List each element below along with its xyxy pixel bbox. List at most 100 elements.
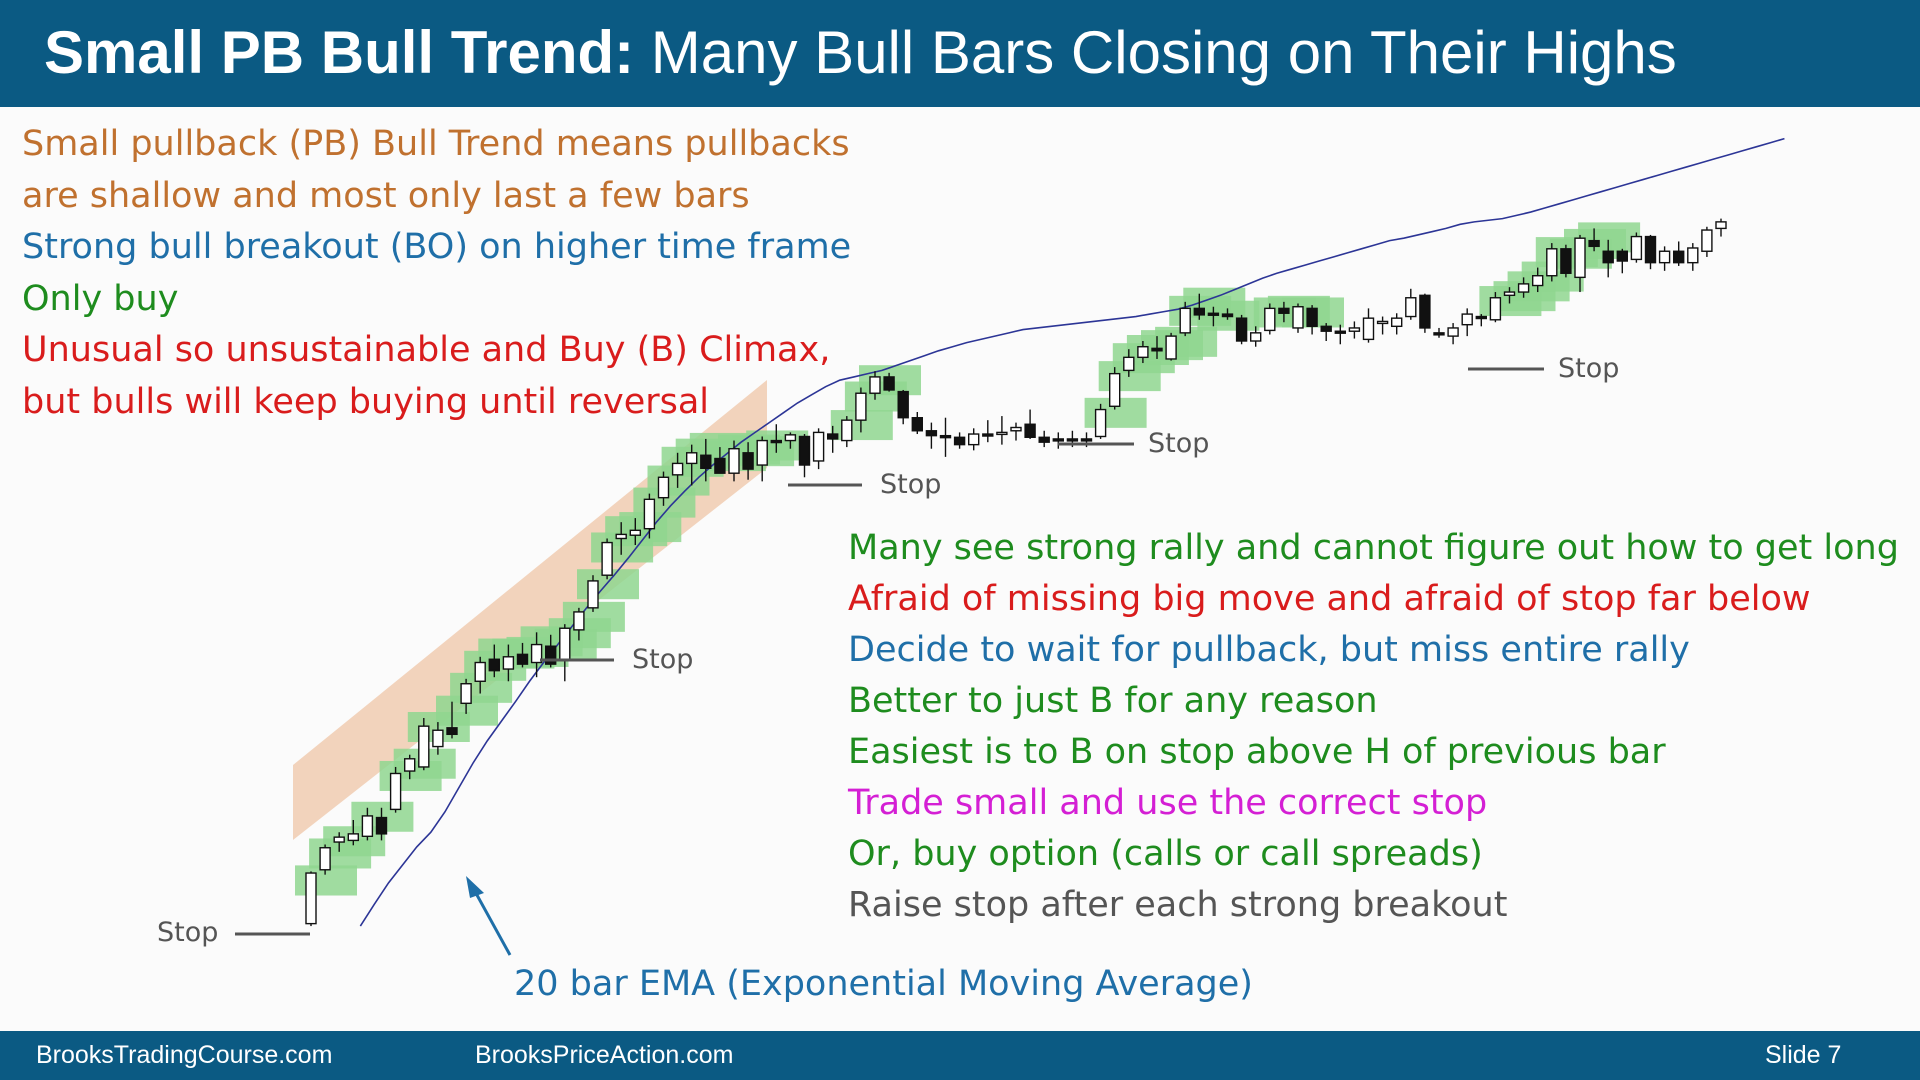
bear-candle: [1193, 307, 1206, 316]
bull-candle: [643, 498, 656, 530]
bull-candle: [1165, 335, 1177, 360]
bull-candle: [389, 772, 402, 811]
bull-candle: [1574, 237, 1586, 279]
bear-candle: [827, 433, 839, 440]
bull-candle: [573, 611, 585, 631]
bear-candle: [953, 436, 966, 446]
bull-candle: [601, 541, 613, 576]
right-note-line-3: Decide to wait for pullback, but miss en…: [848, 630, 1690, 670]
bull-candle: [1123, 356, 1135, 372]
bear-candle: [1207, 312, 1220, 316]
footer-site-2: BrooksPriceAction.com: [475, 1041, 734, 1069]
bull-candle: [1108, 372, 1121, 407]
bull-candle: [1010, 426, 1022, 432]
slide-title-bold: Small PB Bull Trend:: [44, 19, 635, 86]
left-note-line-4: Only buy: [22, 278, 179, 319]
bull-candle: [869, 376, 881, 394]
bull-candle: [1489, 297, 1502, 321]
bear-candle: [1080, 438, 1093, 442]
bear-candle: [939, 434, 952, 439]
bear-candle: [883, 376, 895, 391]
bull-candle: [657, 476, 670, 499]
bear-candle: [488, 658, 500, 672]
ema-arrowhead: [466, 876, 484, 898]
bull-candle: [968, 433, 980, 446]
left-note-line-6: but bulls will keep buying until reversa…: [22, 381, 710, 422]
bull-candle: [1094, 408, 1107, 438]
bear-candle: [982, 433, 994, 437]
bull-candle: [1249, 332, 1262, 342]
bull-candle: [686, 452, 698, 465]
bull-candle: [474, 661, 486, 682]
slide-title: Small PB Bull Trend: Many Bull Bars Clos…: [44, 18, 1677, 87]
bull-candle: [587, 580, 599, 609]
bull-candle: [460, 683, 472, 705]
bear-candle: [1334, 330, 1347, 334]
slide-title-rest: Many Bull Bars Closing on Their Highs: [634, 19, 1677, 86]
bull-candle: [1447, 327, 1459, 337]
bull-candle: [347, 833, 359, 842]
right-note-line-5: Easiest is to B on stop above H of previ…: [848, 732, 1666, 772]
bull-candle: [1503, 291, 1516, 297]
bear-candle: [1306, 307, 1318, 328]
bull-candle: [756, 439, 768, 466]
stop-label: Stop: [1148, 428, 1209, 459]
bear-candle: [1221, 313, 1234, 318]
bull-candle: [1517, 283, 1530, 293]
bull-candle: [629, 529, 641, 536]
bear-candle: [1066, 438, 1079, 442]
bull-candle: [1701, 229, 1713, 252]
bull-candle: [530, 643, 543, 664]
left-note-line-2: are shallow and most only last a few bar…: [22, 175, 750, 216]
bull-candle: [1405, 297, 1417, 318]
slide-footer: BrooksTradingCourse.com BrooksPriceActio…: [0, 1031, 1920, 1080]
bear-candle: [714, 457, 726, 474]
bull-candle: [1658, 250, 1671, 264]
bull-candle: [1179, 307, 1191, 334]
footer-slide-number: Slide 7: [1765, 1041, 1842, 1069]
right-note-line-4: Better to just B for any reason: [848, 681, 1378, 721]
bull-candle: [1461, 313, 1473, 326]
bear-candle: [1320, 325, 1332, 332]
bear-candle: [1616, 250, 1629, 262]
left-note-line-3: Strong bull breakout (BO) on higher time…: [22, 227, 852, 267]
bear-candle: [1038, 436, 1050, 443]
bull-candle: [812, 431, 825, 462]
bear-candle: [516, 653, 529, 665]
bear-candle: [1644, 235, 1657, 264]
bull-candle: [855, 392, 867, 421]
bear-candle: [925, 430, 938, 437]
bull-candle: [784, 434, 797, 442]
right-note-line-6: Trade small and use the correct stop: [848, 783, 1488, 823]
bull-candle: [1362, 317, 1375, 341]
stop-label: Stop: [1558, 353, 1619, 384]
bull-candle: [1546, 248, 1558, 277]
bear-candle: [1052, 438, 1065, 442]
right-note-line-8: Raise stop after each strong breakout: [848, 885, 1508, 925]
bull-candle: [1630, 235, 1643, 261]
bull-candle: [1531, 275, 1544, 287]
ema-label: 20 bar EMA (Exponential Moving Average): [514, 964, 1253, 1004]
bull-candle: [404, 758, 416, 772]
bear-candle: [1672, 250, 1685, 264]
stop-label: Stop: [880, 469, 941, 500]
ema-arrow: [470, 885, 512, 956]
bull-candle: [502, 656, 515, 670]
left-note-line-1: Small pullback (PB) Bull Trend means pul…: [22, 124, 850, 164]
bull-candle: [1137, 346, 1149, 359]
bull-candle: [1292, 306, 1304, 329]
bull-candle: [305, 872, 317, 925]
bear-candle: [770, 439, 782, 444]
bear-candle: [1602, 250, 1614, 264]
bear-candle: [1419, 294, 1431, 329]
bull-candle: [319, 847, 331, 871]
bull-bar-highlight: [1578, 222, 1641, 253]
right-note-line-2: Afraid of missing big move and afraid of…: [848, 579, 1811, 619]
bull-candle: [1264, 307, 1276, 332]
bear-candle: [1151, 347, 1163, 352]
bear-candle: [897, 390, 909, 419]
stop-label: Stop: [632, 644, 693, 675]
footer-site-1: BrooksTradingCourse.com: [36, 1041, 333, 1069]
bear-candle: [1278, 307, 1290, 314]
